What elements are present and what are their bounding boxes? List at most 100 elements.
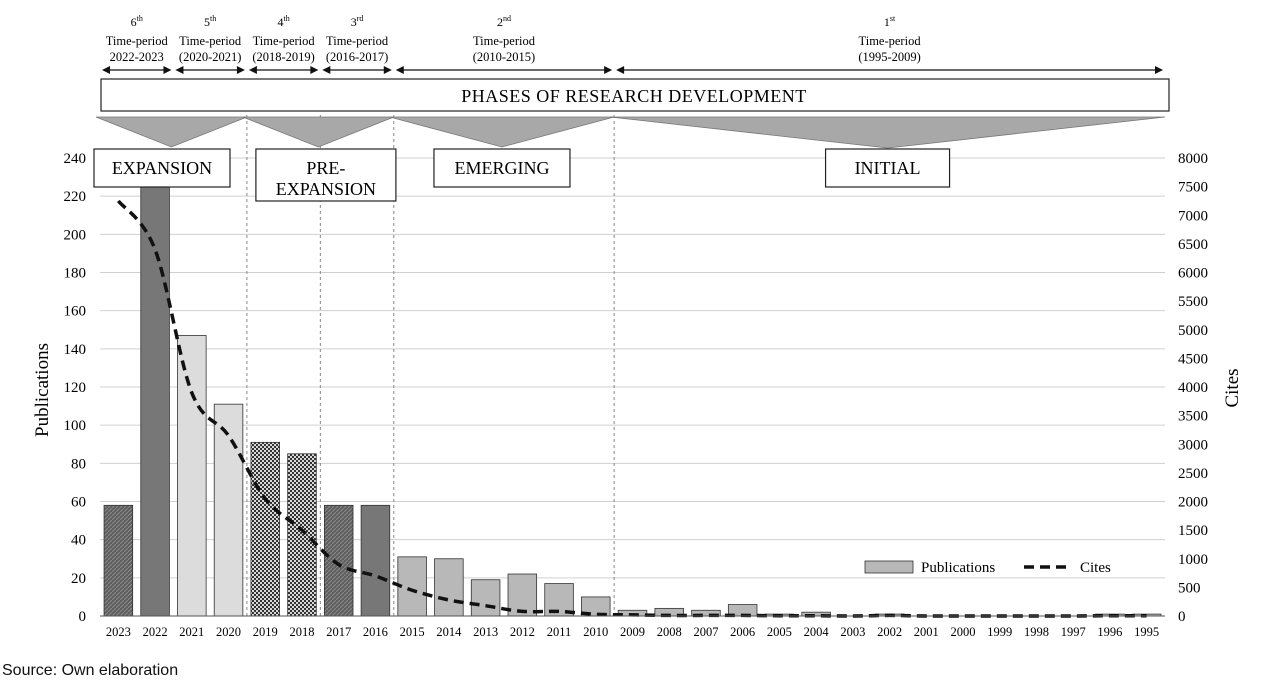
- phase-box-frame: [824, 148, 951, 188]
- arrow-head-right: [163, 66, 172, 74]
- y2-tick: 6500: [1178, 237, 1208, 253]
- y2-tick: 3500: [1178, 409, 1208, 425]
- arrow-head-left: [616, 66, 625, 74]
- y-tick: 220: [64, 189, 87, 205]
- bar-2016: [360, 504, 391, 617]
- time-period-range: (2010-2015): [473, 50, 536, 64]
- publication-bars: [103, 186, 1162, 617]
- x-tick-2013: 2013: [473, 625, 498, 639]
- time-period-ordinal: 4th: [278, 14, 290, 29]
- x-tick-2011: 2011: [547, 625, 572, 639]
- time-period-6: 1st Time-period (1995-2009): [616, 14, 1163, 74]
- y2-tick: 1500: [1178, 523, 1208, 539]
- phases-banner: PHASES OF RESEARCH DEVELOPMENT: [100, 78, 1170, 112]
- x-tick-2003: 2003: [840, 625, 865, 639]
- phase-funnel: [242, 116, 394, 148]
- bar-2015: [397, 556, 427, 617]
- phase-label: INITIAL: [855, 158, 921, 178]
- time-period-range: (1995-2009): [858, 50, 921, 64]
- legend-swatch-publications: [864, 560, 914, 574]
- x-tick-2014: 2014: [436, 625, 462, 639]
- time-period-label: Time-period: [179, 34, 242, 48]
- y-tick: 160: [64, 304, 87, 320]
- x-tick-1997: 1997: [1061, 625, 1086, 639]
- bar-2023: [103, 504, 134, 617]
- x-tick-2004: 2004: [804, 625, 830, 639]
- time-period-1: 6th Time-period 2022-2023: [102, 14, 172, 74]
- time-period-range: (2018-2019): [252, 50, 315, 64]
- y2-tick: 5500: [1178, 294, 1208, 310]
- source-note: Source: Own elaboration: [2, 662, 179, 679]
- arrow-head-left: [175, 66, 184, 74]
- phase-label: EXPANSION: [276, 179, 376, 199]
- y2-tick: 7500: [1178, 180, 1208, 196]
- x-tick-2012: 2012: [510, 625, 535, 639]
- x-tick-2008: 2008: [657, 625, 682, 639]
- phase-box-pre-expansion: PRE-EXPANSION: [255, 148, 397, 202]
- y-tick: 120: [64, 380, 87, 396]
- phase-label: PRE-: [306, 158, 345, 178]
- time-period-label: Time-period: [106, 34, 169, 48]
- time-period-range: (2016-2017): [326, 50, 389, 64]
- time-period-label: Time-period: [859, 34, 922, 48]
- arrow-head-right: [383, 66, 392, 74]
- y-tick: 180: [64, 266, 87, 282]
- time-period-ordinal: 6th: [131, 14, 143, 29]
- x-tick-2005: 2005: [767, 625, 792, 639]
- research-phases-chart: 2023 2022 2021 2020 2019 2018 2017 2016 2015 2014…: [32, 14, 1243, 639]
- y-tick-labels: 0 20 40 60 80 100 120 140 160 180 200 220 240: [64, 151, 87, 625]
- y2-tick: 8000: [1178, 151, 1208, 167]
- y-tick: 100: [64, 418, 87, 434]
- arrow-head-left: [395, 66, 404, 74]
- banner-title: PHASES OF RESEARCH DEVELOPMENT: [461, 86, 807, 106]
- bar-2021: [177, 335, 207, 617]
- x-tick-2018: 2018: [289, 625, 314, 639]
- x-tick-2007: 2007: [693, 625, 718, 639]
- x-tick-2010: 2010: [583, 625, 608, 639]
- y2-axis-label: Cites: [1222, 368, 1243, 407]
- x-tick-2022: 2022: [143, 625, 168, 639]
- x-tick-1996: 1996: [1097, 625, 1122, 639]
- y-tick: 0: [79, 609, 87, 625]
- x-tick-2009: 2009: [620, 625, 645, 639]
- bar-2020: [213, 403, 244, 617]
- x-tick-2017: 2017: [326, 625, 351, 639]
- x-tick-2019: 2019: [253, 625, 278, 639]
- phase-label: EXPANSION: [112, 158, 212, 178]
- time-period-range: (2020-2021): [179, 50, 242, 64]
- phase-box-frame: [93, 148, 231, 188]
- y-axis-label: Publications: [32, 343, 53, 437]
- y2-tick: 2000: [1178, 495, 1208, 511]
- y2-tick: 3000: [1178, 437, 1208, 453]
- time-period-label: Time-period: [473, 34, 536, 48]
- phase-box-initial: INITIAL: [824, 148, 951, 188]
- time-period-label: Time-period: [253, 34, 316, 48]
- arrow-head-right: [310, 66, 319, 74]
- phase-label: EMERGING: [454, 158, 549, 178]
- phase-funnel: [610, 116, 1166, 149]
- time-period-3: 4th Time-period (2018-2019): [248, 14, 319, 74]
- x-tick-2016: 2016: [363, 625, 388, 639]
- y-tick: 80: [71, 456, 86, 472]
- x-tick-2001: 2001: [914, 625, 939, 639]
- x-tick-2002: 2002: [877, 625, 902, 639]
- phase-funnels: [95, 116, 1166, 149]
- legend-label-cites: Cites: [1080, 560, 1111, 576]
- y-tick: 20: [71, 571, 86, 587]
- time-period-2: 5th Time-period (2020-2021): [175, 14, 245, 74]
- time-period-label: Time-period: [326, 34, 389, 48]
- bar-2018: [287, 453, 317, 617]
- y-tick: 240: [64, 151, 87, 167]
- time-period-ordinal: 1st: [884, 14, 896, 29]
- y2-tick: 7000: [1178, 208, 1208, 224]
- phase-box-frame: [255, 148, 397, 202]
- phase-box-emerging: EMERGING: [433, 148, 571, 188]
- bar-2022: [140, 186, 170, 617]
- arrow-head-right: [604, 66, 613, 74]
- x-tick-2015: 2015: [400, 625, 425, 639]
- time-period-range: 2022-2023: [110, 50, 164, 64]
- phase-funnel: [389, 116, 615, 148]
- y-tick: 40: [71, 533, 86, 549]
- phase-box-expansion: EXPANSION: [93, 148, 231, 188]
- x-tick-1999: 1999: [987, 625, 1012, 639]
